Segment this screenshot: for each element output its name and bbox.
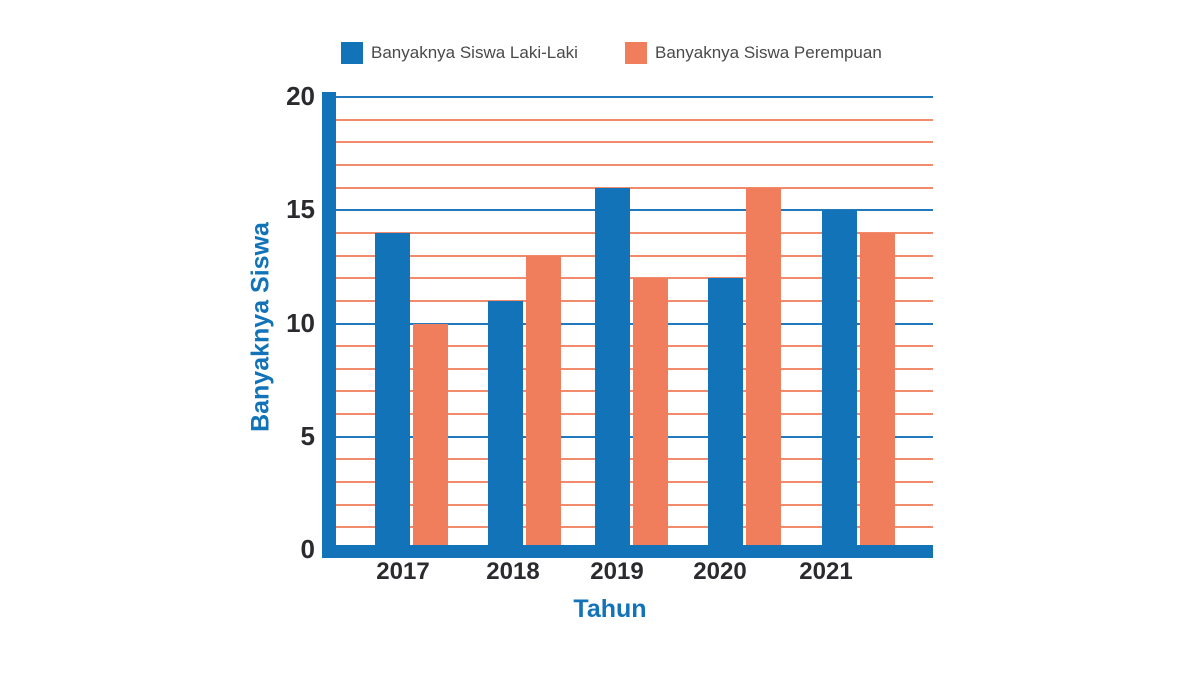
y-axis-title: Banyaknya Siswa	[246, 222, 275, 432]
legend-swatch-perempuan-icon	[625, 42, 647, 64]
bar-laki-laki-2019	[595, 187, 630, 547]
bar-perempuan-2020	[746, 187, 781, 547]
y-tick-label-0: 0	[300, 533, 315, 564]
bar-perempuan-2017	[413, 323, 448, 547]
x-tick-label-2017: 2017	[376, 558, 430, 585]
minor-gridline-19	[336, 118, 933, 121]
legend-swatch-laki-laki-icon	[341, 42, 363, 64]
bar-perempuan-2021	[859, 232, 895, 547]
bar-laki-laki-2021	[821, 210, 857, 547]
legend-item-perempuan: Banyaknya Siswa Perempuan	[625, 42, 882, 64]
major-gridline-15	[336, 209, 933, 212]
minor-gridline-17	[336, 163, 933, 166]
y-tick-label-15: 15	[286, 194, 315, 225]
minor-gridline-14	[336, 231, 933, 234]
y-tick-label-10: 10	[286, 307, 315, 338]
y-tick-label-20: 20	[286, 80, 315, 111]
minor-gridline-16	[336, 186, 933, 189]
x-axis-line	[322, 545, 933, 558]
y-tick-label-5: 5	[300, 420, 315, 451]
legend-item-laki-laki: Banyaknya Siswa Laki-Laki	[341, 42, 578, 64]
bar-laki-laki-2017	[375, 232, 410, 547]
bar-laki-laki-2020	[708, 278, 743, 547]
legend-label-perempuan: Banyaknya Siswa Perempuan	[655, 43, 882, 62]
x-tick-label-2018: 2018	[486, 558, 540, 585]
bar-perempuan-2019	[633, 278, 668, 547]
x-tick-label-2019: 2019	[590, 558, 644, 585]
minor-gridline-13	[336, 254, 933, 257]
x-tick-label-2021: 2021	[799, 558, 853, 585]
bar-perempuan-2018	[525, 255, 561, 547]
legend-label-laki-laki: Banyaknya Siswa Laki-Laki	[371, 43, 578, 62]
x-tick-label-2020: 2020	[693, 558, 747, 585]
minor-gridline-18	[336, 141, 933, 144]
bar-laki-laki-2018	[487, 300, 523, 547]
x-axis-title: Tahun	[573, 595, 647, 623]
major-gridline-20	[336, 96, 933, 98]
y-axis-line	[322, 92, 336, 558]
